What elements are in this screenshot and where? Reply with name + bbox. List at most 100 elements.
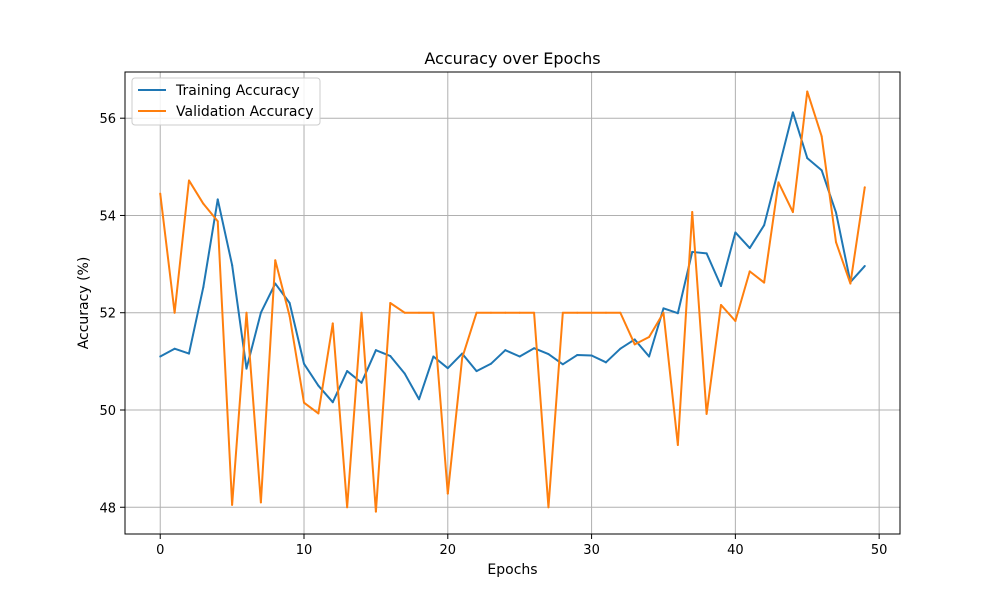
data-point-training	[259, 311, 262, 314]
y-tick-label: 54	[99, 209, 116, 224]
data-point-validation	[691, 211, 694, 214]
data-point-training	[561, 363, 564, 366]
data-point-training	[360, 381, 363, 384]
data-point-validation	[863, 186, 866, 189]
data-point-validation	[187, 179, 190, 182]
data-point-validation	[216, 220, 219, 223]
data-point-validation	[561, 311, 564, 314]
data-point-validation	[533, 311, 536, 314]
x-tick-label: 10	[296, 543, 313, 558]
data-point-validation	[259, 501, 262, 504]
data-point-validation	[231, 503, 234, 506]
data-point-validation	[705, 412, 708, 415]
data-point-training	[173, 347, 176, 350]
data-point-validation	[173, 311, 176, 314]
data-point-training	[331, 401, 334, 404]
data-point-training	[648, 355, 651, 358]
data-point-training	[748, 247, 751, 250]
data-point-training	[374, 349, 377, 352]
data-point-training	[676, 312, 679, 315]
data-point-training	[863, 265, 866, 268]
y-tick-label: 48	[99, 501, 116, 516]
data-point-training	[216, 198, 219, 201]
data-point-validation	[648, 336, 651, 339]
data-point-validation	[432, 311, 435, 314]
data-point-validation	[676, 444, 679, 447]
data-point-training	[604, 361, 607, 364]
data-point-training	[475, 370, 478, 373]
data-point-validation	[475, 311, 478, 314]
data-point-validation	[719, 303, 722, 306]
data-point-training	[518, 355, 521, 358]
x-axis: 0 10 20 30 40 50	[156, 534, 887, 558]
data-point-training	[288, 302, 291, 304]
data-point-validation	[288, 315, 291, 318]
data-point-training	[791, 111, 794, 114]
data-point-validation	[317, 412, 320, 415]
y-axis: 48 50 52 54 56	[99, 112, 125, 516]
data-point-training	[590, 354, 593, 357]
data-point-training	[547, 353, 550, 356]
data-point-training	[777, 168, 780, 171]
plot-frame	[124, 71, 901, 535]
y-tick-label: 52	[99, 307, 116, 322]
y-tick-label: 50	[99, 404, 116, 419]
data-point-validation	[303, 401, 306, 404]
legend-label-validation: Validation Accuracy	[176, 104, 314, 120]
data-point-training	[303, 362, 306, 365]
data-point-validation	[389, 302, 392, 304]
data-point-validation	[633, 343, 636, 346]
x-axis-label: Epochs	[487, 562, 537, 578]
data-point-training	[432, 355, 435, 358]
data-point-validation	[403, 311, 406, 314]
data-point-training	[633, 338, 636, 341]
data-point-validation	[604, 311, 607, 314]
data-point-training	[446, 367, 449, 370]
data-point-validation	[374, 510, 377, 513]
data-point-validation	[791, 211, 794, 214]
data-point-training	[389, 355, 392, 358]
data-point-validation	[806, 90, 809, 93]
data-point-validation	[590, 311, 593, 314]
data-point-training	[231, 264, 234, 267]
data-point-validation	[331, 322, 334, 325]
data-point-validation	[346, 506, 349, 509]
data-point-validation	[849, 282, 852, 285]
data-point-validation	[489, 311, 492, 314]
data-point-validation	[461, 356, 464, 359]
data-point-validation	[504, 311, 507, 314]
data-point-training	[533, 347, 536, 350]
data-point-training	[662, 307, 665, 310]
y-tick-label: 56	[99, 112, 116, 127]
data-point-validation	[360, 311, 363, 314]
data-point-training	[418, 398, 421, 401]
data-point-validation	[245, 311, 248, 314]
data-point-training	[763, 224, 766, 227]
data-point-validation	[748, 270, 751, 273]
data-point-validation	[274, 259, 277, 262]
data-point-validation	[662, 311, 665, 314]
data-point-training	[159, 355, 162, 358]
data-point-validation	[734, 319, 737, 322]
series-line-training	[159, 111, 866, 404]
data-point-training	[346, 370, 349, 373]
x-tick-label: 50	[871, 543, 888, 558]
data-point-training	[619, 347, 622, 350]
legend: Training Accuracy Validation Accuracy	[131, 77, 321, 126]
data-point-validation	[446, 492, 449, 495]
data-point-training	[576, 354, 579, 357]
x-tick-label: 20	[440, 543, 457, 558]
x-tick-label: 40	[727, 543, 744, 558]
data-point-training	[187, 352, 190, 355]
data-point-validation	[576, 311, 579, 314]
data-point-validation	[202, 202, 205, 205]
data-point-validation	[835, 241, 838, 244]
legend-box	[131, 77, 321, 126]
data-point-validation	[619, 311, 622, 314]
data-point-validation	[418, 311, 421, 314]
data-point-training	[835, 211, 838, 214]
data-point-training	[719, 284, 722, 287]
series-layer	[159, 90, 866, 513]
data-point-validation	[547, 506, 550, 509]
